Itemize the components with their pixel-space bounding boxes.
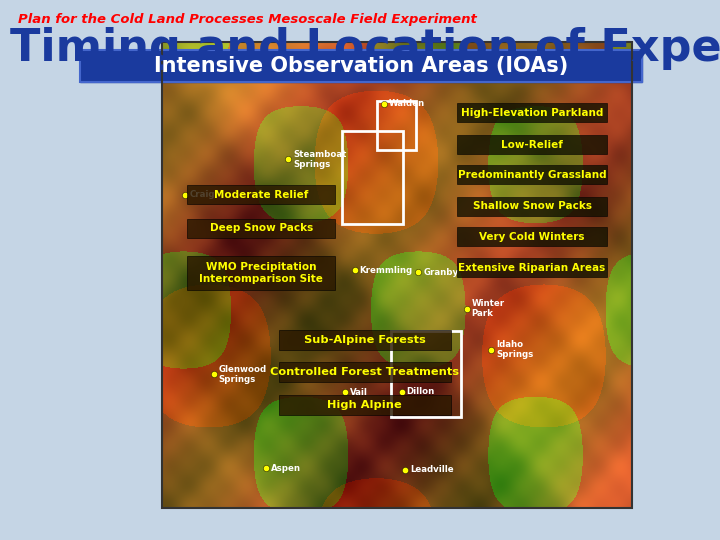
Text: Intensive Observation Areas (IOAs): Intensive Observation Areas (IOAs)	[154, 56, 568, 76]
Text: Shallow Snow Packs: Shallow Snow Packs	[472, 201, 592, 211]
Text: Craig: Craig	[189, 190, 215, 199]
Bar	[279, 330, 451, 350]
Bar	[457, 197, 607, 215]
Text: Kremmling: Kremmling	[360, 266, 413, 275]
Text: Controlled Forest Treatments: Controlled Forest Treatments	[270, 367, 459, 377]
Bar	[187, 185, 336, 204]
Text: Winter
Park: Winter Park	[472, 299, 505, 318]
Bar	[392, 331, 461, 417]
Text: Sub-Alpine Forests: Sub-Alpine Forests	[304, 335, 426, 345]
Bar	[457, 227, 607, 246]
Text: Walden: Walden	[389, 99, 425, 108]
Text: Steamboat
Springs: Steamboat Springs	[293, 150, 346, 169]
Bar	[279, 362, 451, 382]
Text: Extensive Riparian Areas: Extensive Riparian Areas	[459, 262, 606, 273]
Text: Predominantly Grassland: Predominantly Grassland	[458, 170, 606, 180]
Text: Granby: Granby	[423, 268, 458, 276]
Bar	[187, 256, 336, 290]
Bar	[187, 219, 336, 238]
Text: Very Cold Winters: Very Cold Winters	[480, 232, 585, 242]
Bar	[80, 50, 642, 82]
Text: High-Elevation Parkland: High-Elevation Parkland	[461, 108, 603, 118]
Text: Low-Relief: Low-Relief	[501, 139, 563, 150]
Bar	[457, 135, 607, 154]
Text: Leadville: Leadville	[410, 465, 454, 474]
Text: Dillon: Dillon	[407, 388, 435, 396]
Bar	[457, 258, 607, 277]
Text: High Alpine: High Alpine	[327, 400, 402, 409]
Bar	[457, 103, 607, 123]
Bar	[377, 101, 416, 150]
Text: Plan for the Cold Land Processes Mesoscale Field Experiment: Plan for the Cold Land Processes Mesosca…	[18, 14, 477, 26]
Bar	[457, 165, 607, 184]
Bar	[80, 50, 642, 82]
Text: Vail: Vail	[351, 388, 368, 397]
Bar	[162, 42, 632, 508]
Text: Idaho
Springs: Idaho Springs	[496, 340, 534, 359]
Bar	[341, 131, 402, 224]
Text: Aspen: Aspen	[271, 464, 302, 473]
Text: Timing and Location of Experiment: Timing and Location of Experiment	[10, 26, 720, 70]
Bar	[279, 395, 451, 415]
Text: WMO Precipitation
Intercomparison Site: WMO Precipitation Intercomparison Site	[199, 262, 323, 284]
Text: Glenwood
Springs: Glenwood Springs	[219, 364, 267, 384]
Text: Moderate Relief: Moderate Relief	[214, 190, 308, 200]
Text: Deep Snow Packs: Deep Snow Packs	[210, 224, 312, 233]
